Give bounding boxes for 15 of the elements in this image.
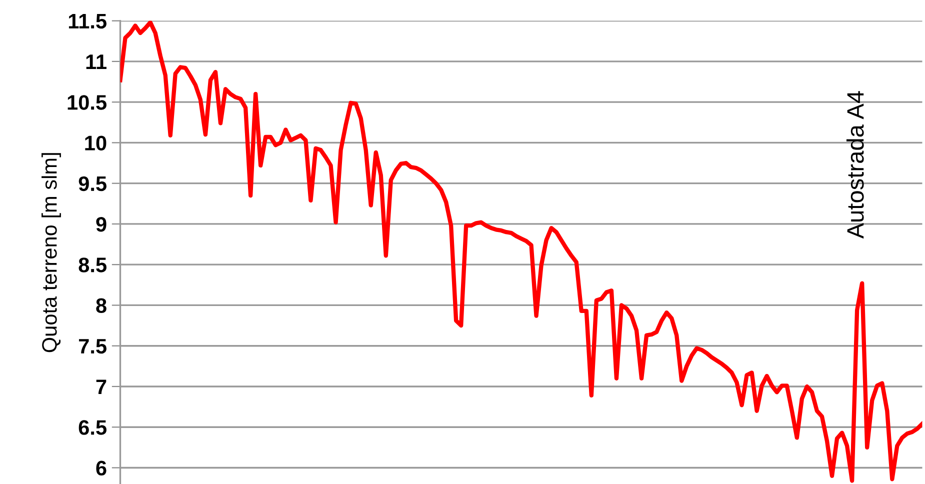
- y-tick-label: 9.5: [78, 176, 106, 192]
- line-series: [120, 20, 922, 483]
- y-tick-label: 7.5: [78, 339, 106, 354]
- y-tick-label: 8.5: [78, 258, 106, 272]
- annotation: Autostrada A4: [846, 91, 864, 239]
- y-tick-label: 9: [96, 216, 106, 232]
- y-axis-title: Quota terreno [m slm]: [42, 153, 61, 352]
- y-tick-label: 8: [96, 298, 106, 313]
- y-tick-label: 6: [96, 460, 106, 476]
- y-tick-label: 10: [85, 136, 106, 150]
- y-tick-label: 7: [96, 380, 106, 394]
- y-tick-label: 11.5: [68, 14, 106, 29]
- y-tick-label: 10.5: [68, 95, 106, 110]
- y-tick-label: 11: [86, 54, 106, 69]
- y-tick-label: 6.5: [78, 420, 106, 435]
